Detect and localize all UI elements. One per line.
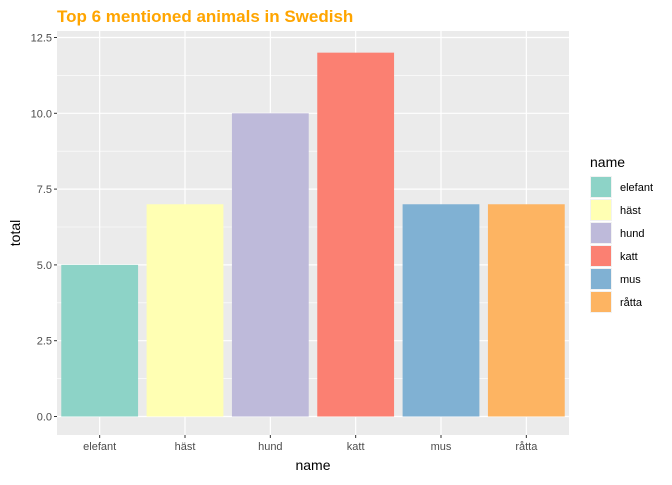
y-tick-label: 10.0: [31, 108, 52, 120]
legend-label: elefant: [620, 182, 653, 194]
legend-swatch-katt: [591, 246, 611, 266]
legend-label: häst: [620, 205, 641, 217]
legend-title: name: [590, 154, 625, 170]
plot-panel: [57, 31, 569, 435]
y-tick-label: 5.0: [37, 260, 52, 272]
legend-items: elefant häst hund katt mus råtta: [590, 176, 653, 313]
bar-mus: [402, 204, 480, 417]
y-tick-label: 7.5: [37, 184, 52, 196]
x-axis: elefant häst hund katt mus råtta: [83, 435, 538, 453]
legend-swatch-mus: [591, 269, 611, 289]
x-tick-label: elefant: [83, 441, 116, 453]
legend-swatch-häst: [591, 200, 611, 220]
y-tick-label: 0.0: [37, 412, 52, 424]
bars: [61, 52, 565, 417]
legend-swatch-hund: [591, 223, 611, 243]
y-axis-label: total: [7, 220, 23, 246]
legend-label: hund: [620, 228, 644, 240]
y-tick-label: 2.5: [37, 336, 52, 348]
chart-title: Top 6 mentioned animals in Swedish: [57, 7, 353, 26]
grid-minor: [57, 75, 569, 379]
x-tick-label: mus: [431, 441, 452, 453]
y-axis: 0.0 2.5 5.0 7.5 10.0 12.5: [31, 33, 57, 424]
x-tick-label: katt: [347, 441, 365, 453]
x-axis-label: name: [295, 457, 330, 473]
bar-katt: [317, 52, 395, 417]
legend-swatch-elefant: [591, 177, 611, 197]
legend-label: katt: [620, 251, 638, 263]
x-tick-label: häst: [175, 441, 196, 453]
legend: name elefant häst hund katt mus råtta: [590, 154, 653, 313]
bar-elefant: [61, 264, 139, 417]
bar-råtta: [487, 204, 565, 417]
y-tick-label: 12.5: [31, 33, 52, 45]
bar-hund: [231, 113, 309, 417]
legend-label: mus: [620, 274, 641, 286]
x-tick-label: hund: [258, 441, 282, 453]
legend-label: råtta: [620, 297, 643, 309]
x-tick-label: råtta: [515, 441, 538, 453]
bar-häst: [146, 204, 224, 417]
legend-swatch-råtta: [591, 292, 611, 312]
